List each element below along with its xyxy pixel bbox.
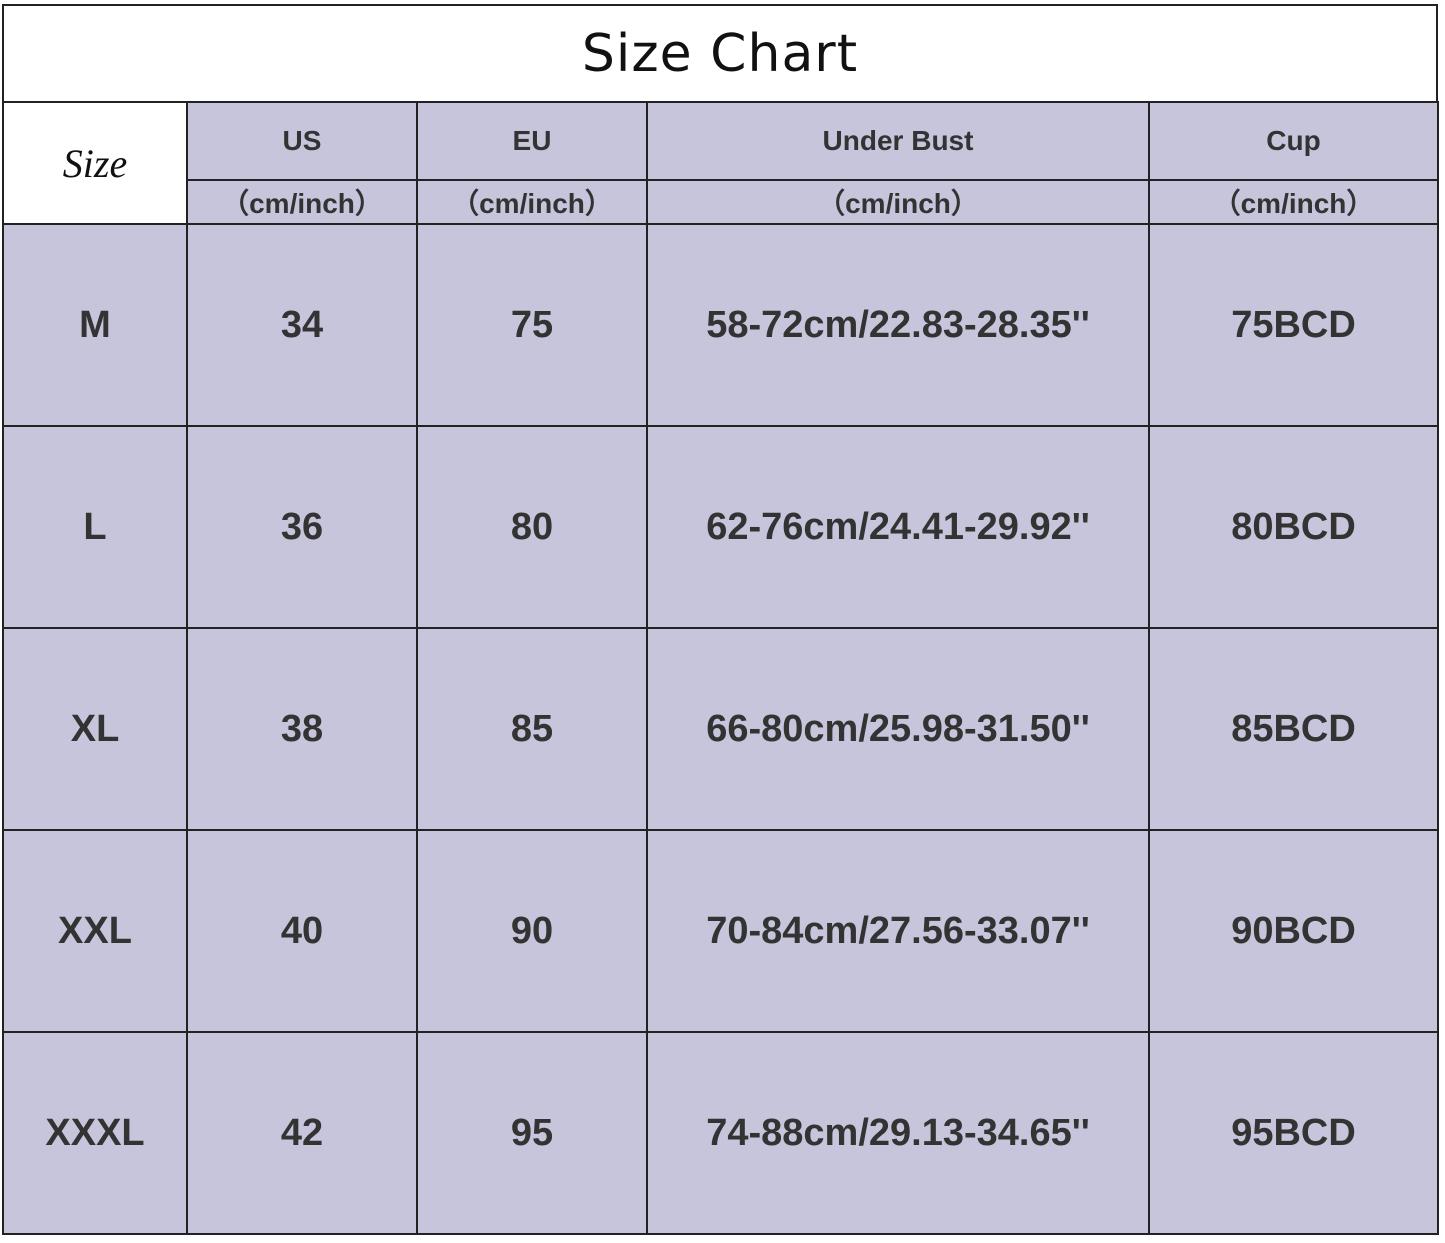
eu-cell: 75 xyxy=(416,223,648,427)
us-cell: 42 xyxy=(186,1031,418,1235)
size-table: Size US EU Under Bust Cup （cm/inch） （cm/… xyxy=(2,101,1439,1235)
eu-cell: 95 xyxy=(416,1031,648,1235)
size-cell: L xyxy=(2,425,188,629)
cup-cell: 85BCD xyxy=(1148,627,1439,831)
table-row: XXXL 42 95 74-88cm/29.13-34.65'' 95BCD xyxy=(2,1031,1439,1235)
eu-cell: 90 xyxy=(416,829,648,1033)
us-cell: 40 xyxy=(186,829,418,1033)
under-bust-cell: 70-84cm/27.56-33.07'' xyxy=(646,829,1150,1033)
table-row: M 34 75 58-72cm/22.83-28.35'' 75BCD xyxy=(2,223,1439,427)
size-header: Size xyxy=(2,101,188,225)
column-header-us: US xyxy=(186,101,418,181)
header-row: Size US EU Under Bust Cup xyxy=(2,101,1439,225)
us-cell: 34 xyxy=(186,223,418,427)
size-cell: XXXL xyxy=(2,1031,188,1235)
under-bust-cell: 66-80cm/25.98-31.50'' xyxy=(646,627,1150,831)
eu-cell: 80 xyxy=(416,425,648,629)
unit-label: （cm/inch） xyxy=(416,179,648,225)
unit-row: （cm/inch） （cm/inch） （cm/inch） （cm/inch） xyxy=(3,179,1439,225)
size-cell: XXL xyxy=(2,829,188,1033)
table-row: XXL 40 90 70-84cm/27.56-33.07'' 90BCD xyxy=(2,829,1439,1033)
us-cell: 36 xyxy=(186,425,418,629)
title-box: Size Chart xyxy=(2,4,1438,101)
column-header-eu: EU xyxy=(416,101,648,181)
cup-cell: 90BCD xyxy=(1148,829,1439,1033)
us-cell: 38 xyxy=(186,627,418,831)
cup-cell: 95BCD xyxy=(1148,1031,1439,1235)
unit-label: （cm/inch） xyxy=(1148,179,1439,225)
cup-cell: 75BCD xyxy=(1148,223,1439,427)
table-row: XL 38 85 66-80cm/25.98-31.50'' 85BCD xyxy=(2,627,1439,831)
unit-label: （cm/inch） xyxy=(186,179,418,225)
column-header-under-bust: Under Bust xyxy=(646,101,1150,181)
cup-cell: 80BCD xyxy=(1148,425,1439,629)
column-header-cup: Cup xyxy=(1148,101,1439,181)
unit-label: （cm/inch） xyxy=(646,179,1150,225)
eu-cell: 85 xyxy=(416,627,648,831)
under-bust-cell: 62-76cm/24.41-29.92'' xyxy=(646,425,1150,629)
table-row: L 36 80 62-76cm/24.41-29.92'' 80BCD xyxy=(2,425,1439,629)
size-cell: XL xyxy=(2,627,188,831)
under-bust-cell: 74-88cm/29.13-34.65'' xyxy=(646,1031,1150,1235)
under-bust-cell: 58-72cm/22.83-28.35'' xyxy=(646,223,1150,427)
chart-title: Size Chart xyxy=(581,23,859,84)
size-cell: M xyxy=(2,223,188,427)
